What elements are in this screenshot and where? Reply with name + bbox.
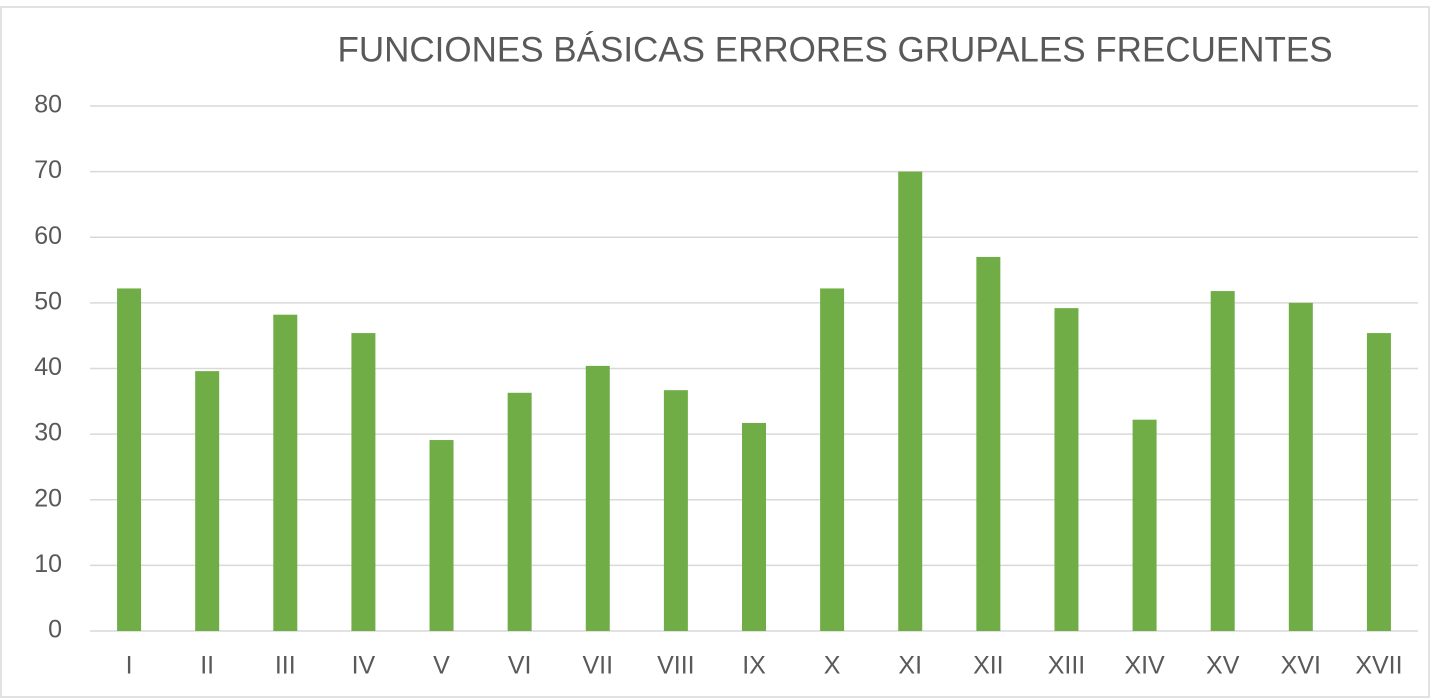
x-tick-label: III — [275, 652, 296, 680]
x-tick-label: XVI — [1281, 652, 1321, 680]
y-tick-label: 60 — [34, 222, 62, 250]
x-tick-label: XI — [898, 652, 922, 680]
y-tick-label: 30 — [34, 419, 62, 447]
x-tick-label: X — [824, 652, 841, 680]
bar — [117, 288, 142, 631]
bar — [351, 333, 376, 631]
bar — [1132, 419, 1157, 631]
bar — [663, 390, 688, 631]
bar — [1210, 291, 1235, 631]
x-tick-label: IV — [352, 652, 376, 680]
bar — [1366, 333, 1391, 631]
bar — [273, 314, 298, 631]
y-tick-label: 70 — [34, 156, 62, 184]
bar — [1054, 308, 1079, 631]
y-tick-label: 40 — [34, 353, 62, 381]
chart-title: FUNCIONES BÁSICAS ERRORES GRUPALES FRECU… — [337, 30, 1332, 69]
x-tick-label: XIV — [1124, 652, 1165, 680]
bar — [507, 392, 532, 631]
y-tick-label: 80 — [34, 91, 62, 119]
bar — [195, 371, 220, 631]
bar — [585, 365, 610, 631]
y-tick-label: 20 — [34, 484, 62, 512]
y-tick-label: 50 — [34, 287, 62, 315]
bar — [429, 440, 454, 631]
bar — [742, 422, 766, 631]
bar — [1288, 302, 1313, 631]
x-tick-label: XII — [973, 652, 1004, 680]
x-tick-label: IX — [742, 652, 766, 680]
x-tick-label: VI — [508, 652, 532, 680]
x-tick-label: II — [200, 652, 214, 680]
bar — [820, 288, 845, 631]
bar — [976, 256, 1001, 631]
x-tick-label: I — [126, 652, 133, 680]
bar — [898, 171, 923, 631]
x-tick-label: XVII — [1355, 652, 1402, 680]
y-tick-label: 0 — [48, 616, 62, 644]
chart-border — [0, 6, 1430, 698]
x-tick-label: XV — [1206, 652, 1240, 680]
x-tick-label: XIII — [1048, 652, 1086, 680]
x-tick-label: VIII — [657, 652, 695, 680]
y-tick-label: 10 — [34, 550, 62, 578]
x-tick-label: VII — [582, 652, 613, 680]
x-tick-label: V — [433, 652, 450, 680]
